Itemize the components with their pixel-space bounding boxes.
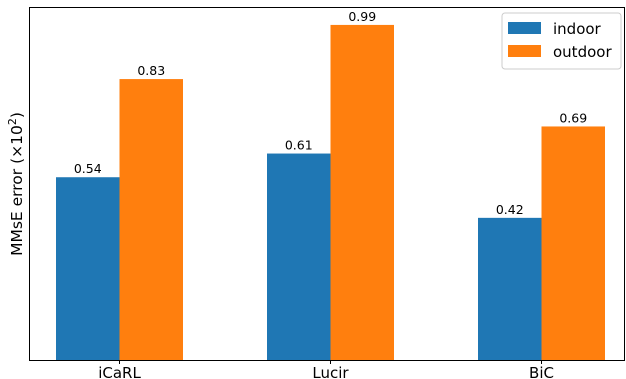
legend-swatch-indoor (508, 22, 541, 34)
bar-value-label-outdoor-icarl: 0.83 (137, 63, 165, 78)
bar-value-label-indoor-lucir: 0.61 (285, 138, 313, 153)
y-axis-label-exponent: 2 (6, 118, 19, 125)
bar-indoor-bic (478, 218, 542, 360)
legend-label-outdoor: outdoor (553, 43, 612, 61)
bar-value-label-indoor-icarl: 0.54 (74, 161, 102, 176)
x-tick-label-icarl: iCaRL (98, 364, 141, 379)
y-axis-label-main: MMsE error (×10 (8, 125, 26, 256)
bar-indoor-icarl (56, 177, 120, 360)
x-tick-label-bic: BiC (529, 364, 554, 379)
x-tick-label-lucir: Lucir (312, 364, 349, 379)
bar-value-label-indoor-bic: 0.42 (496, 202, 524, 217)
bar-value-label-outdoor-lucir: 0.99 (348, 9, 376, 24)
bar-indoor-lucir (267, 154, 331, 360)
x-axis-ticks: iCaRL Lucir BiC (98, 360, 554, 379)
y-axis-label-close: ) (8, 112, 26, 118)
bar-outdoor-bic (542, 126, 606, 360)
bar-outdoor-icarl (120, 79, 184, 360)
legend-label-indoor: indoor (553, 20, 602, 38)
legend: indoor outdoor (502, 13, 621, 69)
bar-outdoor-lucir (331, 25, 395, 360)
y-axis-label: MMsE error (×102) (6, 112, 26, 256)
bar-value-label-outdoor-bic: 0.69 (559, 110, 587, 125)
legend-swatch-outdoor (508, 45, 541, 57)
